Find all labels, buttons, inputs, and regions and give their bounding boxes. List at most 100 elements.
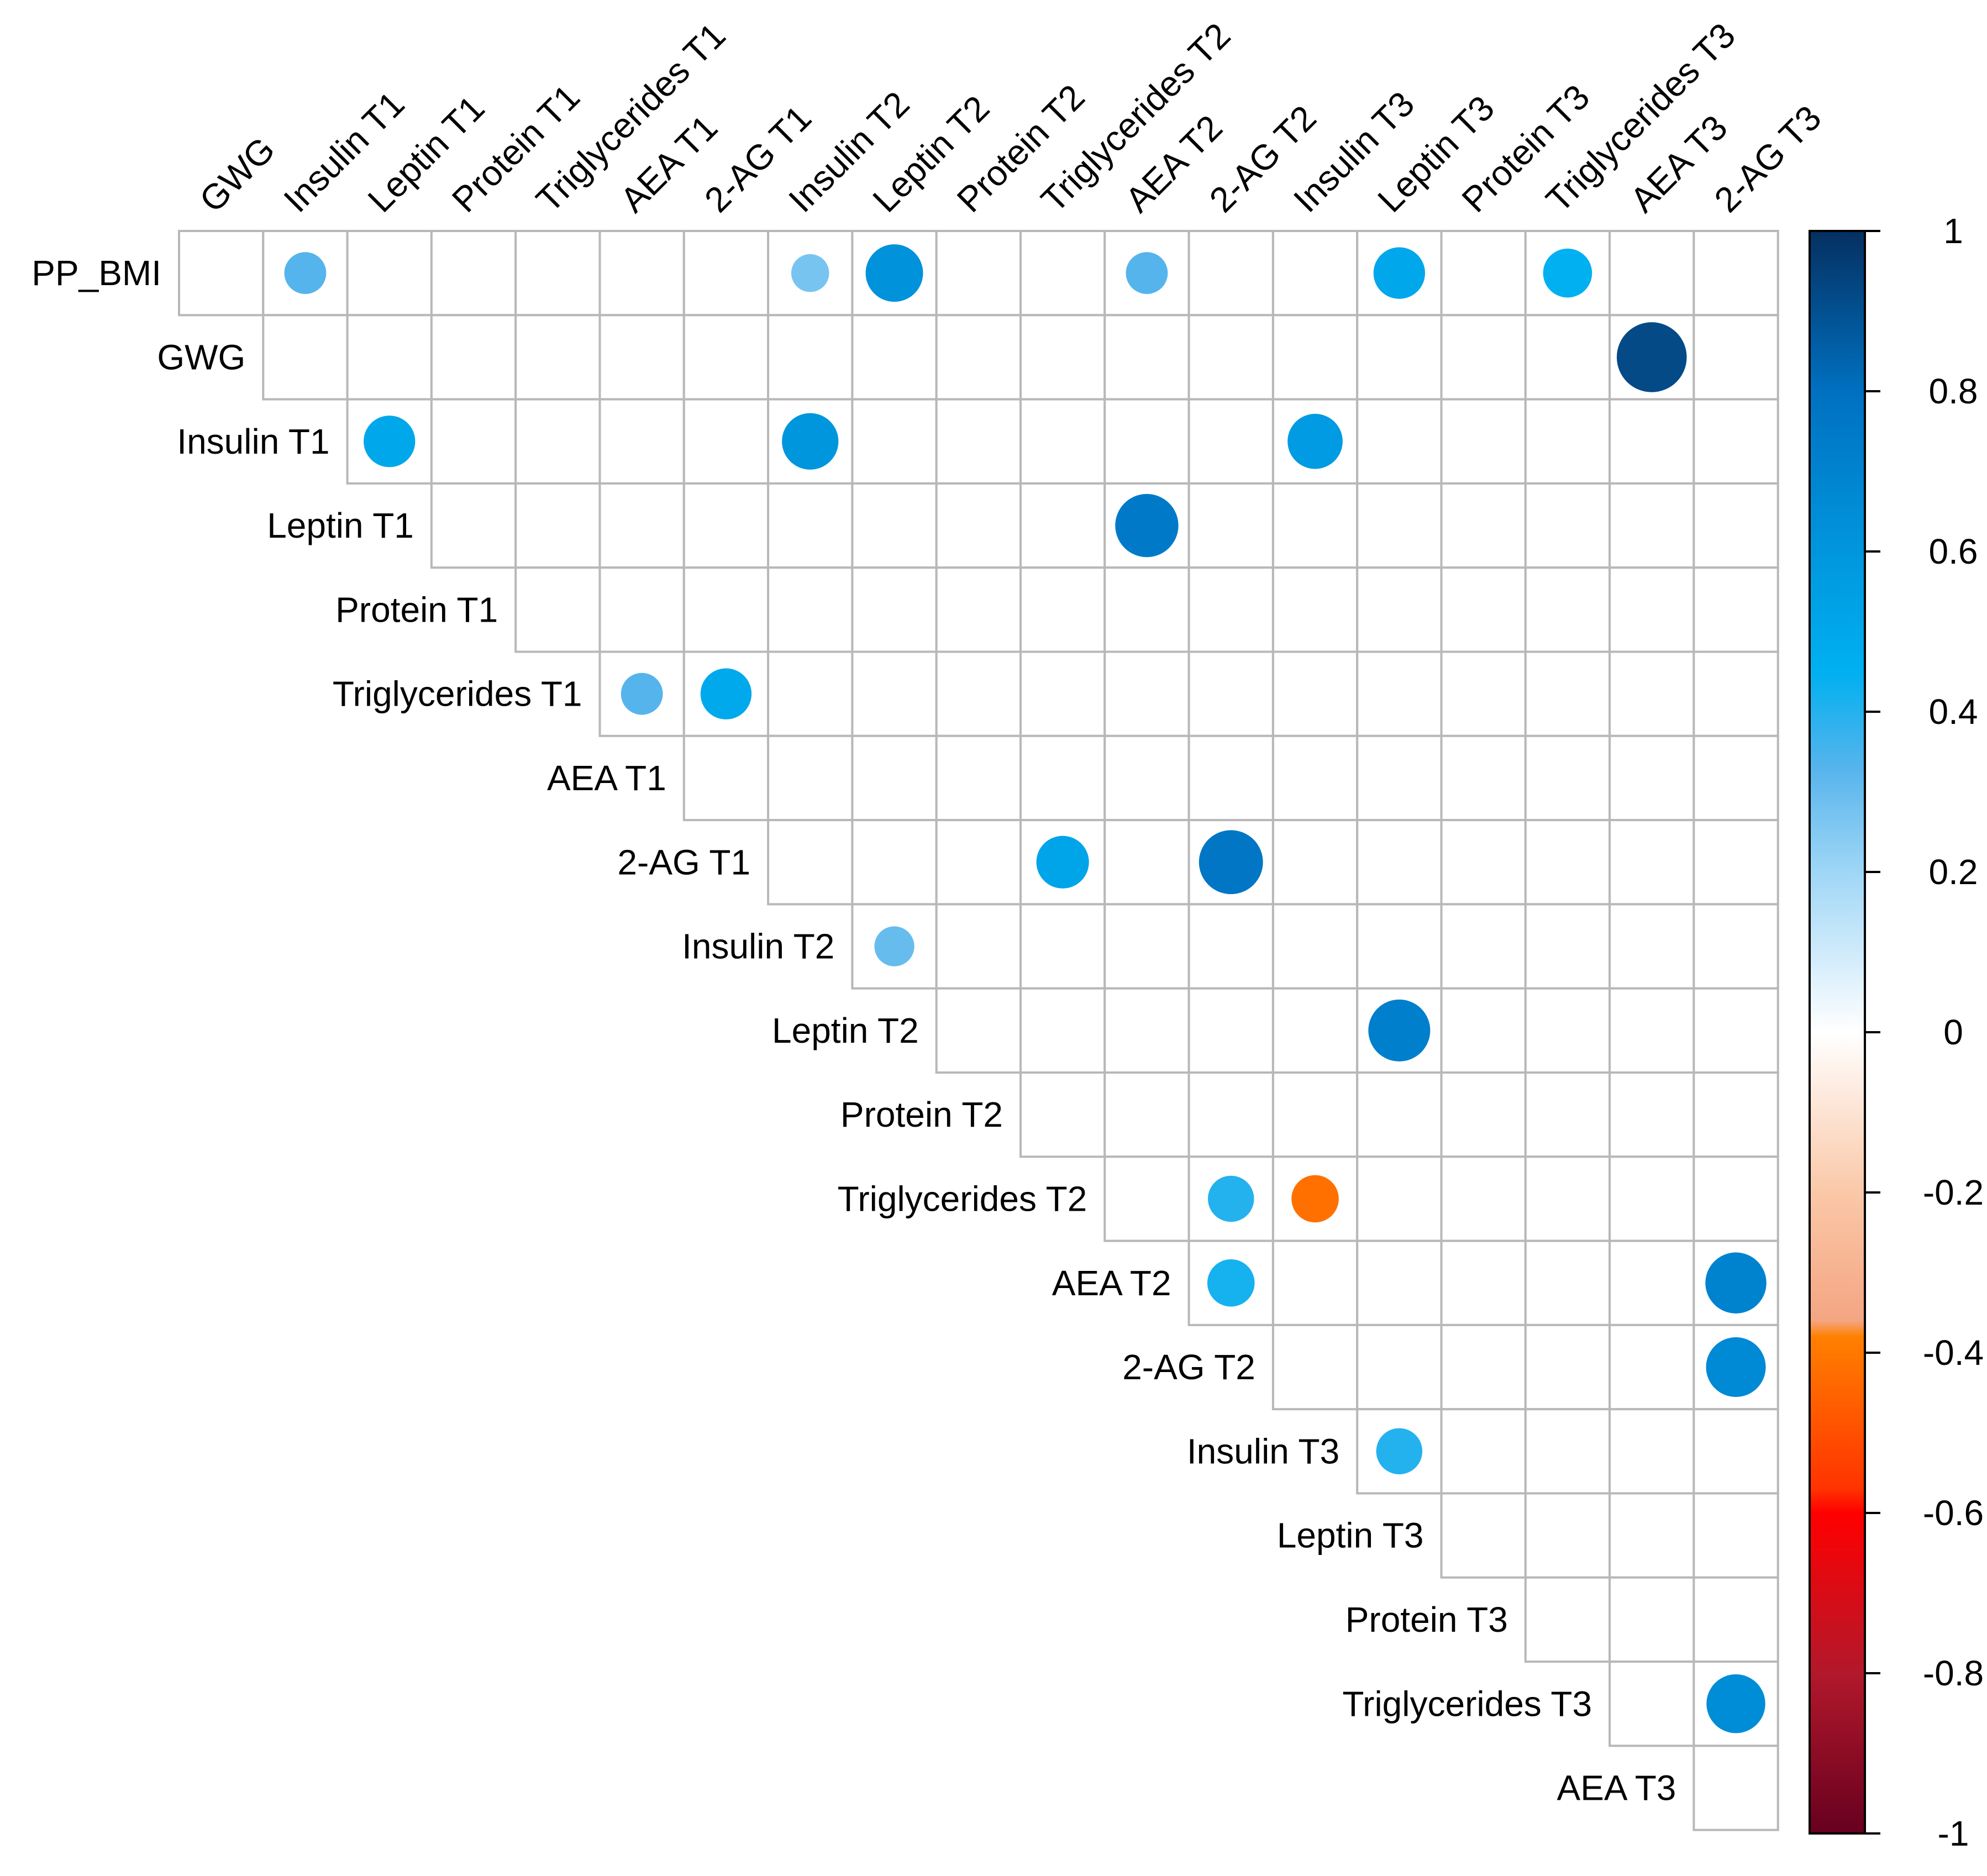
grid-cell — [1356, 398, 1443, 485]
grid-cell — [1440, 482, 1527, 569]
corr-circle-pp-bmi-insulin-t1 — [284, 252, 327, 295]
grid-cell — [598, 230, 685, 317]
grid-cell — [1019, 819, 1106, 906]
corr-circle-insulin-t1-leptin-t1 — [364, 416, 416, 467]
grid-cell — [1608, 819, 1695, 906]
row-label-protein-t1: Protein T1 — [335, 590, 498, 629]
grid-cell — [851, 819, 938, 906]
grid-cell — [1440, 1323, 1527, 1411]
grid-cell — [1692, 566, 1779, 653]
grid-cell — [1692, 1071, 1779, 1158]
corr-circle-insulin-t1-insulin-t2 — [782, 413, 839, 470]
grid-cell — [1524, 734, 1611, 822]
grid-cell — [1524, 1071, 1611, 1158]
row-label-pp-bmi: PP_BMI — [31, 253, 161, 293]
colorbar-tick-label: 1 — [1943, 211, 1963, 251]
grid-cell — [851, 482, 938, 569]
grid-cell — [1271, 987, 1359, 1074]
grid-cell — [1103, 314, 1190, 401]
grid-cell — [851, 566, 938, 653]
grid-cell — [1271, 482, 1359, 569]
grid-cell — [1356, 734, 1443, 822]
row-label-2-ag-t1: 2-AG T1 — [617, 842, 750, 882]
grid-cell — [1271, 1071, 1359, 1158]
grid-cell — [1440, 398, 1527, 485]
grid-cell — [1524, 1323, 1611, 1411]
row-label-protein-t2: Protein T2 — [840, 1095, 1003, 1134]
grid-cell — [1524, 650, 1611, 737]
row-label-2-ag-t2: 2-AG T2 — [1122, 1347, 1255, 1387]
grid-cell — [1524, 1408, 1611, 1495]
corr-circle-pp-bmi-insulin-t2 — [791, 254, 829, 292]
grid-cell — [1608, 987, 1695, 1074]
grid-cell — [1608, 1408, 1695, 1495]
row-label-insulin-t2: Insulin T2 — [682, 927, 834, 966]
grid-cell — [935, 230, 1022, 317]
grid-cell — [1440, 650, 1527, 737]
grid-cell — [1608, 1492, 1695, 1579]
grid-cell — [1356, 903, 1443, 990]
corr-circle-2-ag-t1-2-ag-t2 — [1198, 830, 1263, 895]
col-label-2-ag-t3: 2-AG T3 — [1707, 98, 1829, 220]
row-label-gwg: GWG — [157, 337, 245, 377]
grid-cell — [514, 566, 601, 653]
corr-circle-pp-bmi-leptin-t3 — [1373, 247, 1426, 299]
colorbar-tick-label: -0.2 — [1923, 1173, 1984, 1212]
grid-cell — [430, 230, 517, 317]
corr-circle-triglycerides-t2-2-ag-t2 — [1208, 1175, 1254, 1222]
grid-cell — [935, 566, 1022, 653]
grid-cell — [1440, 903, 1527, 990]
grid-cell — [1440, 1155, 1527, 1242]
grid-cell — [682, 398, 770, 485]
grid-cell — [1524, 1576, 1611, 1663]
grid-cell — [767, 566, 854, 653]
row-label-triglycerides-t2: Triglycerides T2 — [838, 1179, 1087, 1218]
grid-cell — [1524, 1492, 1611, 1579]
grid-cell — [1692, 230, 1779, 317]
corr-circle-leptin-t1-aea-t2 — [1115, 493, 1179, 558]
grid-cell — [935, 734, 1022, 822]
grid-cell — [851, 650, 938, 737]
grid-cell — [1271, 1239, 1359, 1326]
grid-cell — [1692, 734, 1779, 822]
grid-cell — [1524, 482, 1611, 569]
row-labels: PP_BMI GWG Insulin T1 Leptin T1 Protein T1 Tr… — [31, 253, 1676, 1807]
grid-cell — [430, 314, 517, 401]
grid-cell — [851, 734, 938, 822]
grid-cell — [1524, 987, 1611, 1074]
grid-cell — [1187, 987, 1274, 1074]
grid-cell — [1103, 903, 1190, 990]
color-legend-bar — [1810, 231, 1865, 1833]
grid-cell — [1440, 230, 1527, 317]
grid-cell — [1524, 903, 1611, 990]
grid-cell — [178, 230, 265, 317]
grid-cell — [1692, 482, 1779, 569]
grid-cell — [1440, 566, 1527, 653]
corr-circle-aea-t2-2-ag-t3 — [1705, 1252, 1767, 1313]
colorbar-tick-label: 0.4 — [1929, 692, 1978, 732]
grid-cell — [1608, 734, 1695, 822]
row-label-leptin-t1: Leptin T1 — [267, 506, 414, 545]
colorbar-tick-label: -0.6 — [1923, 1493, 1984, 1533]
grid-cell — [1019, 566, 1106, 653]
grid-cell — [1019, 230, 1106, 317]
colorbar-tick-label: -0.4 — [1923, 1333, 1984, 1373]
grid-cell — [1608, 398, 1695, 485]
grid-cell — [1608, 903, 1695, 990]
grid-cell — [1103, 987, 1190, 1074]
row-label-insulin-t1: Insulin T1 — [177, 422, 329, 461]
grid-cell — [1692, 1744, 1779, 1831]
grid-cell — [1692, 1492, 1779, 1579]
grid-cell — [1524, 566, 1611, 653]
grid-cell — [1692, 1408, 1779, 1495]
grid-cell — [1692, 819, 1779, 906]
grid-cell — [1692, 1155, 1779, 1242]
grid-cell — [1524, 1155, 1611, 1242]
grid-cell — [1440, 1408, 1527, 1495]
grid-cell — [682, 314, 770, 401]
grid-cell — [1103, 566, 1190, 653]
row-label-protein-t3: Protein T3 — [1345, 1600, 1508, 1639]
grid-cell — [1271, 314, 1359, 401]
grid-cell — [1187, 903, 1274, 990]
